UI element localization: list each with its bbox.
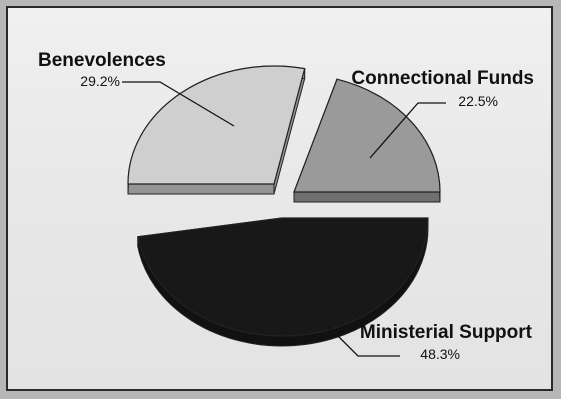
slice-name-label: Benevolences bbox=[38, 50, 166, 71]
label-benevolences: Benevolences 29.2% bbox=[38, 50, 235, 127]
slice-connectional-funds bbox=[293, 78, 441, 203]
slice-percent-label: 29.2% bbox=[80, 73, 120, 89]
slice-percent-label: 22.5% bbox=[458, 93, 498, 109]
leader-line bbox=[327, 325, 400, 357]
pie-chart: Benevolences 29.2% Connectional Funds 22.5%… bbox=[38, 50, 534, 362]
chart-panel: Benevolences 29.2% Connectional Funds 22.5%… bbox=[6, 6, 553, 391]
slice-percent-label: 48.3% bbox=[420, 346, 460, 362]
slice-top bbox=[127, 65, 306, 185]
slice-top bbox=[293, 78, 441, 193]
slice-ministerial-support bbox=[137, 217, 429, 347]
leader-line bbox=[122, 81, 235, 127]
label-connectional-funds: Connectional Funds 22.5% bbox=[351, 68, 534, 159]
slice-name-label: Connectional Funds bbox=[351, 68, 534, 89]
slice-name-label: Ministerial Support bbox=[360, 322, 533, 343]
slice-top bbox=[137, 217, 429, 337]
label-ministerial-support: Ministerial Support 48.3% bbox=[327, 322, 533, 362]
leader-line bbox=[369, 102, 446, 159]
slice-benevolences bbox=[127, 65, 306, 195]
